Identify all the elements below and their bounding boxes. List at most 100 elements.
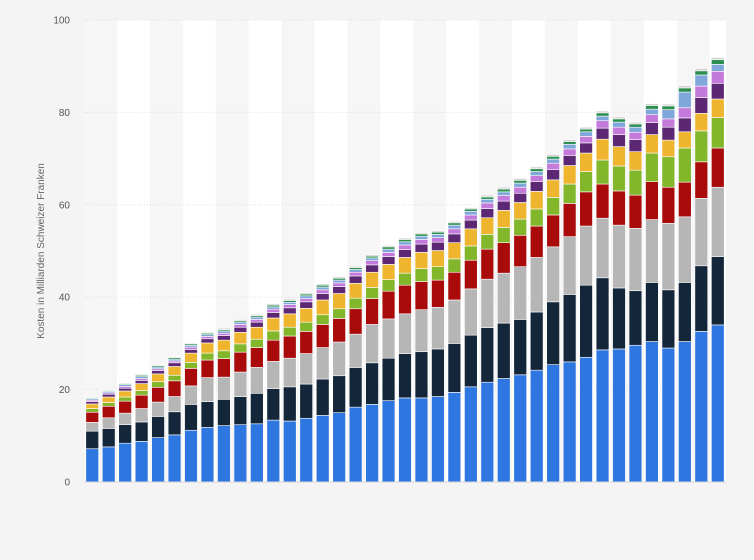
bar-segment [661,103,676,107]
bar-segment [348,367,363,408]
bar-segment [200,401,215,428]
bar-segment [431,230,445,233]
bar-segment [101,428,116,448]
bar-segment [299,321,313,332]
bar-segment [562,183,577,204]
bar-segment [101,446,116,483]
bar-segment [562,139,577,142]
bar-segment [562,141,577,145]
bar-segment [497,195,511,202]
bar-segment [645,114,659,123]
bar-segment [398,249,412,258]
bar-segment [217,327,231,330]
bar-segment [233,424,248,483]
bar-segment [661,222,676,291]
bar-segment [118,387,132,392]
bar-segment [398,397,412,483]
bar-segment [678,181,692,218]
bar-segment [200,336,215,340]
bar-segment [217,350,231,359]
bar-segment [529,225,544,258]
bar-segment [200,338,215,344]
bar-segment [595,138,610,161]
bar-segment [579,136,593,144]
bar-segment [645,341,659,483]
bar-segment [266,303,281,306]
bar-segment [348,297,363,310]
bar-segment [678,87,692,93]
bar-segment [513,186,527,194]
bar-segment [217,332,231,336]
bar-segment [250,338,264,348]
bar-segment [167,366,182,376]
bar-segment [315,347,330,380]
bar-segment [661,118,676,128]
bar-segment [332,276,346,279]
bar-segment [431,231,445,235]
bar-segment [480,208,495,219]
bar-segment [250,326,264,340]
bar-segment [431,237,445,243]
bar-segment [134,441,149,483]
bar-segment [497,272,511,324]
bar-segment [595,127,610,140]
bar-segment [151,437,165,483]
bar-segment [266,306,281,310]
bar-segment [151,373,165,383]
bar-segment [266,419,281,483]
bar-segment [381,256,396,265]
bar-segment [266,339,281,362]
bar-segment [200,359,215,378]
bar-segment [513,319,527,376]
bar-segment [711,186,725,257]
bar-segment [283,304,297,309]
bar-segment [678,147,692,183]
bar-segment [497,322,511,379]
bar-segment [628,126,643,133]
bar-segment [480,196,495,200]
bar-segment [414,281,429,310]
bar-segment [217,339,231,352]
bar-segment [332,412,346,483]
bar-segment [562,236,577,295]
bar-segment [299,383,313,419]
bar-segment [513,218,527,236]
bar-segment [217,330,231,334]
bar-segment [233,332,248,345]
bar-segment [151,364,165,366]
bar-segment [628,151,643,171]
bar-segment [464,208,478,212]
bar-segment [661,126,676,141]
bar-segment [612,287,626,350]
bar-segment [200,377,215,402]
bar-segment [315,286,330,291]
y-axis-label: Kosten in Milliarden Schweizer Franken [36,163,47,339]
bar-segment [645,122,659,135]
bar-segment [118,396,132,402]
bar-segment [480,202,495,209]
bar-segment [645,134,659,154]
bar-segment [612,190,626,226]
bar-segment [398,257,412,274]
bar-segment [381,245,396,248]
bar-segment [447,233,462,243]
bar-segment [645,103,659,106]
bar-segment [299,298,313,303]
bar-segment [381,400,396,483]
bar-segment [184,342,198,345]
y-tick-label: 20 [59,385,71,396]
bar-segment [694,331,709,483]
bar-segment [134,383,149,391]
bar-segment [678,282,692,342]
bar-segment [431,250,445,268]
bar-segment [628,169,643,196]
bar-segment [381,318,396,359]
bar-segment [579,191,593,227]
bar-segment [398,239,412,243]
bar-segment [464,386,478,483]
bar-segment [678,117,692,133]
bar-segment [497,191,511,196]
bar-segment [283,326,297,337]
bar-segment [529,175,544,183]
bar-segment [348,283,363,299]
